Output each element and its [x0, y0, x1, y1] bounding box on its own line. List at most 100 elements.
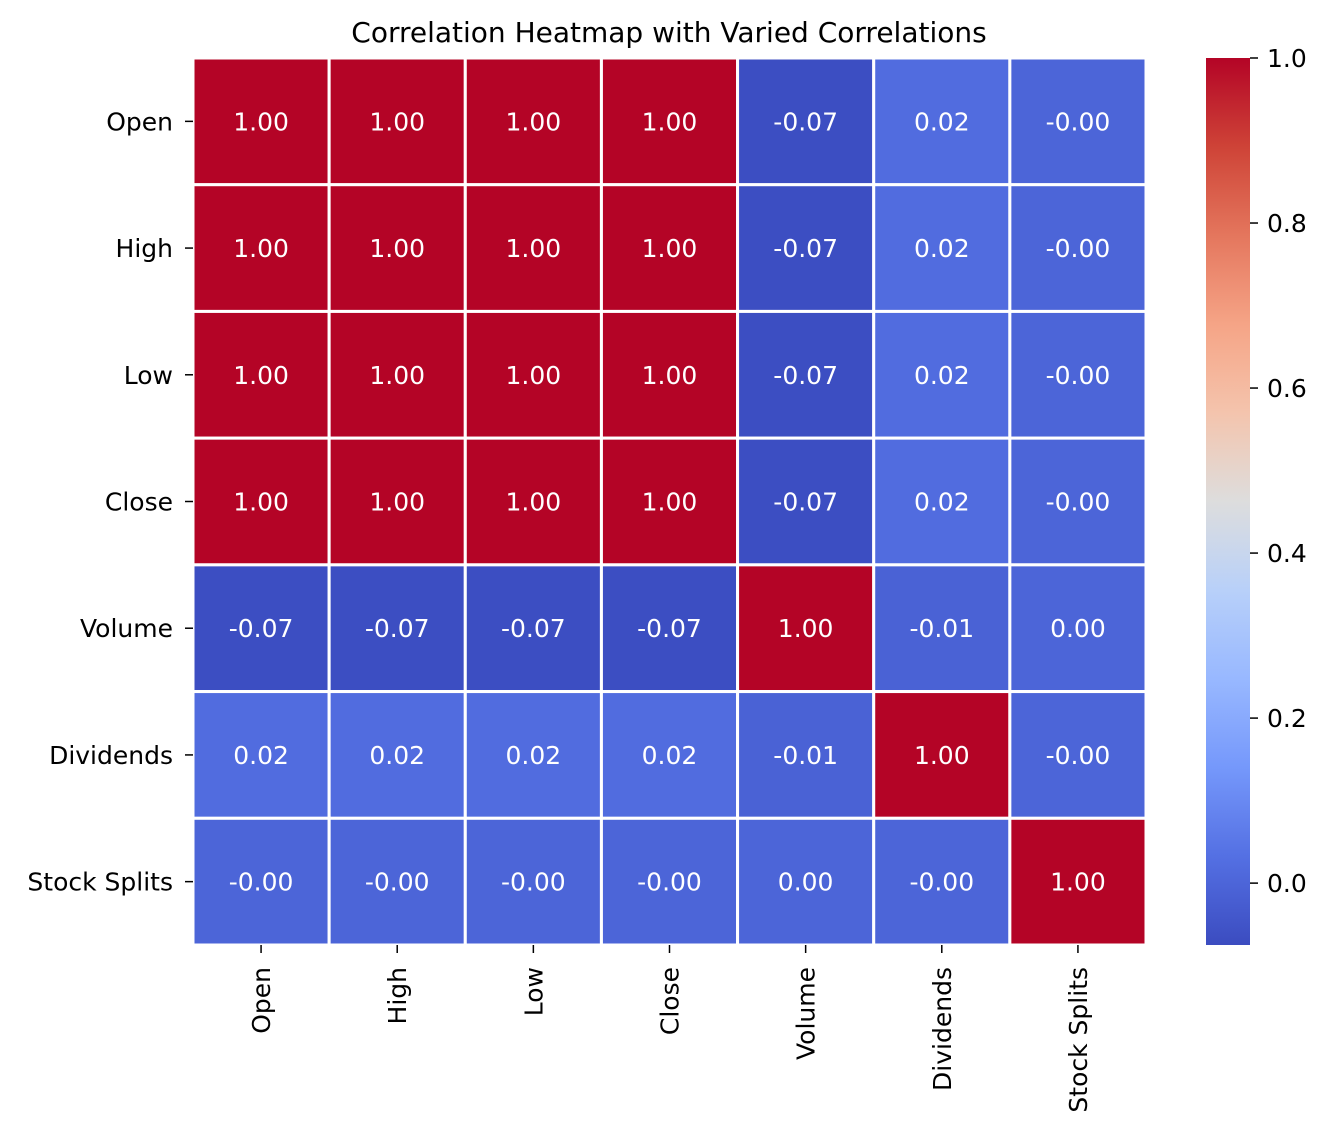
cell-value-label: 1.00: [642, 234, 698, 263]
heatmap-cell: [327, 436, 467, 567]
y-tick-label: Volume: [80, 614, 173, 643]
cell-value-label: -0.00: [909, 868, 974, 897]
cell-value-label: 1.00: [506, 234, 562, 263]
y-tick-label: High: [116, 234, 173, 263]
heatmap-cell: [463, 309, 603, 440]
heatmap-cell: [736, 309, 876, 440]
cell-value-label: 1.00: [369, 488, 425, 517]
cell-value-label: 1.00: [642, 361, 698, 390]
cell-value-label: 1.00: [642, 107, 698, 136]
cell-value-label: 0.00: [778, 868, 834, 897]
heatmap-cell: [191, 436, 331, 567]
cell-value-label: -0.07: [229, 614, 294, 643]
cell-value-label: -0.07: [773, 361, 838, 390]
heatmap-cell: [463, 816, 603, 947]
cell-value-label: 1.00: [369, 234, 425, 263]
heatmap-cell: [327, 56, 467, 187]
cell-value-label: -0.07: [501, 614, 566, 643]
heatmap-cell: [191, 816, 331, 947]
chart-title: Correlation Heatmap with Varied Correlat…: [351, 16, 986, 49]
y-tick-label: Dividends: [49, 741, 173, 770]
y-axis: Open High Low Close Volume Dividends Stock Spl…: [27, 107, 193, 897]
colorbar-tick-label: 0.6: [1267, 374, 1307, 403]
cell-value-label: -0.00: [1046, 741, 1111, 770]
cell-value-label: -0.00: [365, 868, 430, 897]
cell-value-label: 0.02: [914, 107, 970, 136]
cell-value-label: -0.07: [773, 488, 838, 517]
cell-value-label: -0.07: [773, 107, 838, 136]
x-tick-label: Low: [519, 967, 548, 1016]
y-tick-label: Low: [124, 361, 173, 390]
colorbar-tick-label: 0.2: [1267, 704, 1307, 733]
heatmap-cell: [599, 816, 740, 947]
heatmap-cell: [736, 816, 876, 947]
colorbar-tick-label: 0.0: [1267, 869, 1307, 898]
cell-value-label: 1.00: [914, 741, 970, 770]
cell-value-label: 0.02: [642, 741, 698, 770]
heatmap-cell: [736, 690, 876, 820]
cell-value-label: 1.00: [506, 488, 562, 517]
cell-value-label: -0.00: [1046, 488, 1111, 517]
colorbar-tick-label: 0.4: [1267, 539, 1307, 568]
heatmap-cells: 1.00 1.00 1.00 1.00 -0.07 0.02 -0.00 1.00 1.00 1.…: [191, 56, 1148, 947]
cell-value-label: 1.00: [506, 361, 562, 390]
heatmap-cell: [736, 183, 876, 313]
heatmap-cell: [191, 690, 331, 820]
cell-value-label: 0.00: [1050, 614, 1106, 643]
heatmap-cell: [327, 309, 467, 440]
colorbar-gradient: [1206, 58, 1250, 945]
cell-value-label: 1.00: [1050, 868, 1106, 897]
heatmap-cell: [599, 690, 740, 820]
cell-value-label: -0.00: [501, 868, 566, 897]
colorbar: 0.0 0.2 0.4 0.6 0.8 1.0: [1206, 44, 1307, 945]
x-tick-label: Close: [656, 967, 685, 1035]
heatmap-cell: [872, 56, 1012, 187]
colorbar-tick-label: 1.0: [1267, 44, 1307, 73]
y-tick-label: Close: [105, 488, 173, 517]
x-tick-label: High: [383, 967, 412, 1024]
heatmap-cell: [1008, 183, 1148, 313]
cell-value-label: -0.07: [773, 234, 838, 263]
cell-value-label: 1.00: [369, 361, 425, 390]
cell-value-label: -0.07: [637, 614, 702, 643]
heatmap-cell: [463, 183, 603, 313]
cell-value-label: 1.00: [233, 488, 289, 517]
cell-value-label: -0.01: [909, 614, 974, 643]
cell-value-label: -0.00: [1046, 361, 1111, 390]
heatmap-cell: [327, 690, 467, 820]
x-tick-label: Volume: [792, 967, 821, 1060]
cell-value-label: 0.02: [914, 488, 970, 517]
cell-value-label: 0.02: [506, 741, 562, 770]
x-tick-label: Stock Splits: [1064, 967, 1093, 1113]
heatmap-cell: [1008, 816, 1148, 947]
heatmap-cell: [463, 563, 603, 694]
heatmap-cell: [191, 563, 331, 694]
x-tick-label: Open: [247, 967, 276, 1034]
heatmap-cell: [599, 309, 740, 440]
cell-value-label: -0.00: [229, 868, 294, 897]
cell-value-label: 1.00: [642, 488, 698, 517]
cell-value-label: 0.02: [914, 361, 970, 390]
cell-value-label: -0.00: [1046, 234, 1111, 263]
heatmap-cell: [872, 436, 1012, 567]
x-tick-label: Dividends: [928, 967, 957, 1091]
cell-value-label: 0.02: [233, 741, 289, 770]
cell-value-label: -0.00: [637, 868, 702, 897]
heatmap-cell: [872, 309, 1012, 440]
cell-value-label: -0.07: [365, 614, 430, 643]
heatmap-cell: [191, 56, 331, 187]
cell-value-label: 1.00: [233, 107, 289, 136]
cell-value-label: -0.00: [1046, 107, 1111, 136]
heatmap-cell: [872, 816, 1012, 947]
cell-value-label: 1.00: [778, 614, 834, 643]
cell-value-label: 1.00: [506, 107, 562, 136]
colorbar-tick-label: 0.8: [1267, 209, 1307, 238]
cell-value-label: 0.02: [914, 234, 970, 263]
cell-value-label: 0.02: [369, 741, 425, 770]
y-tick-label: Stock Splits: [27, 868, 173, 897]
heatmap-cell: [1008, 309, 1148, 440]
y-tick-label: Open: [106, 107, 173, 136]
cell-value-label: 1.00: [369, 107, 425, 136]
cell-value-label: -0.01: [773, 741, 838, 770]
